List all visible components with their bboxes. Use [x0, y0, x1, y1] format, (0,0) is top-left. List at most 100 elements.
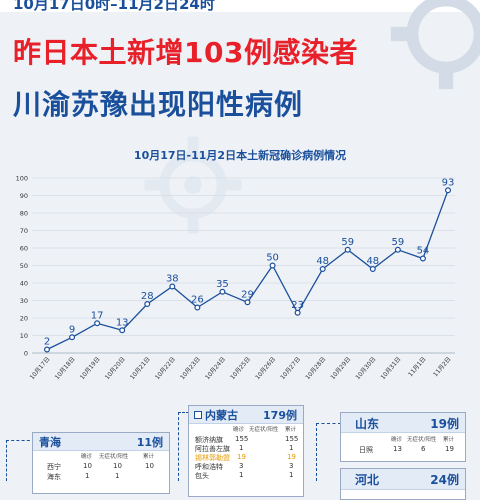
data-label: 23 [291, 300, 304, 311]
cell-value: 1 [289, 471, 293, 479]
square-icon [194, 411, 202, 419]
x-tick-label: 10月23日 [179, 356, 202, 381]
cell-place: 西宁 [47, 462, 61, 472]
data-point [220, 289, 225, 294]
x-tick-label: 10月30日 [354, 356, 377, 381]
cell-value: 1 [239, 471, 243, 479]
data-label: 29 [241, 289, 254, 300]
cell-value: 3 [289, 462, 293, 470]
x-tick-label: 10月24日 [204, 356, 227, 381]
cell-value: 19 [445, 445, 454, 453]
data-point [45, 347, 50, 352]
y-tick-label: 20 [20, 315, 28, 323]
data-label: 48 [316, 256, 329, 267]
data-point [370, 267, 375, 272]
cell-value: 3 [239, 462, 243, 470]
col-header: 累计 [143, 452, 154, 460]
data-label: 54 [417, 246, 430, 257]
cell-value: 19 [237, 453, 246, 461]
data-point [345, 247, 350, 252]
y-tick-label: 30 [20, 297, 28, 305]
x-tick-label: 11月2日 [432, 356, 452, 378]
y-tick-label: 70 [20, 227, 28, 235]
x-tick-label: 10月19日 [79, 356, 102, 381]
data-point [245, 300, 250, 305]
data-label: 28 [141, 291, 154, 302]
x-tick-label: 10月31日 [380, 356, 403, 381]
y-tick-label: 40 [20, 280, 28, 288]
x-tick-label: 10月28日 [304, 356, 327, 381]
cell-value: 13 [393, 445, 402, 453]
y-tick-label: 100 [16, 175, 28, 183]
col-header: 确诊 [391, 435, 402, 443]
x-tick-label: 10月22日 [154, 356, 177, 381]
x-tick-label: 10月27日 [279, 356, 302, 381]
col-header: 无症状/阳性 [249, 425, 278, 433]
province-name: 青海 [39, 434, 61, 450]
cell-value: 10 [83, 462, 92, 470]
data-point [95, 321, 100, 326]
cell-value: 10 [145, 462, 154, 470]
y-tick-label: 90 [20, 192, 28, 200]
province-card-shandong: 山东 19例 确诊 无症状/阳性 累计 日照 13 6 19 [340, 412, 466, 462]
x-tick-label: 10月26日 [254, 356, 277, 381]
x-tick-label: 10月25日 [229, 356, 252, 381]
x-tick-label: 10月21日 [129, 356, 152, 381]
card-header: 山东 19例 [341, 413, 465, 433]
data-point [270, 263, 275, 268]
data-label: 38 [166, 274, 179, 285]
col-header: 确诊 [81, 452, 92, 460]
data-point [295, 310, 300, 315]
province-card-hebei: 河北 24例 [340, 468, 466, 500]
y-tick-label: 60 [20, 245, 28, 253]
data-label: 59 [341, 237, 354, 248]
cell-value: 1 [289, 444, 293, 452]
col-header: 确诊 [233, 425, 244, 433]
cell-value: 19 [287, 453, 296, 461]
data-point [145, 302, 150, 307]
data-label: 93 [442, 177, 455, 188]
data-point [320, 267, 325, 272]
data-point [170, 284, 175, 289]
x-tick-label: 10月29日 [329, 356, 352, 381]
data-point [446, 188, 451, 193]
data-label: 35 [216, 279, 229, 290]
data-label: 13 [116, 317, 129, 328]
province-name: 内蒙古 [205, 407, 238, 423]
cell-value: 155 [235, 435, 248, 443]
y-tick-label: 80 [20, 210, 28, 218]
province-total: 19例 [430, 415, 459, 432]
y-tick-label: 50 [20, 262, 28, 270]
y-tick-label: 10 [20, 332, 28, 340]
col-header: 无症状/阳性 [99, 452, 128, 460]
x-tick-label: 11月1日 [407, 356, 427, 378]
x-tick-label: 10月18日 [54, 356, 77, 381]
data-label: 9 [69, 324, 75, 335]
cell-value: 10 [113, 462, 122, 470]
cell-value: 6 [421, 445, 425, 453]
cell-value: 1 [85, 472, 89, 480]
data-label: 59 [392, 237, 405, 248]
province-total: 11例 [137, 434, 163, 450]
series-line [47, 190, 448, 349]
x-tick-label: 10月20日 [104, 356, 127, 381]
data-label: 50 [266, 253, 279, 264]
data-point [395, 247, 400, 252]
province-name: 山东 [355, 415, 379, 432]
connector-line [316, 423, 341, 481]
data-point [195, 305, 200, 310]
cell-value: 155 [285, 435, 298, 443]
col-header: 无症状/阳性 [407, 435, 436, 443]
col-header: 累计 [285, 425, 296, 433]
data-label: 17 [91, 310, 104, 321]
data-point [70, 335, 75, 340]
connector-line [6, 440, 35, 481]
province-card-qinghai: 青海 11例 确诊 无症状/阳性 累计 西宁 10 10 10 海东 1 1 [32, 432, 170, 494]
cell-place: 海东 [47, 472, 61, 482]
data-point [120, 328, 125, 333]
cell-value: 1 [115, 472, 119, 480]
card-header: 内蒙古 179例 [189, 406, 303, 424]
col-header: 累计 [443, 435, 454, 443]
data-label: 2 [44, 337, 50, 348]
